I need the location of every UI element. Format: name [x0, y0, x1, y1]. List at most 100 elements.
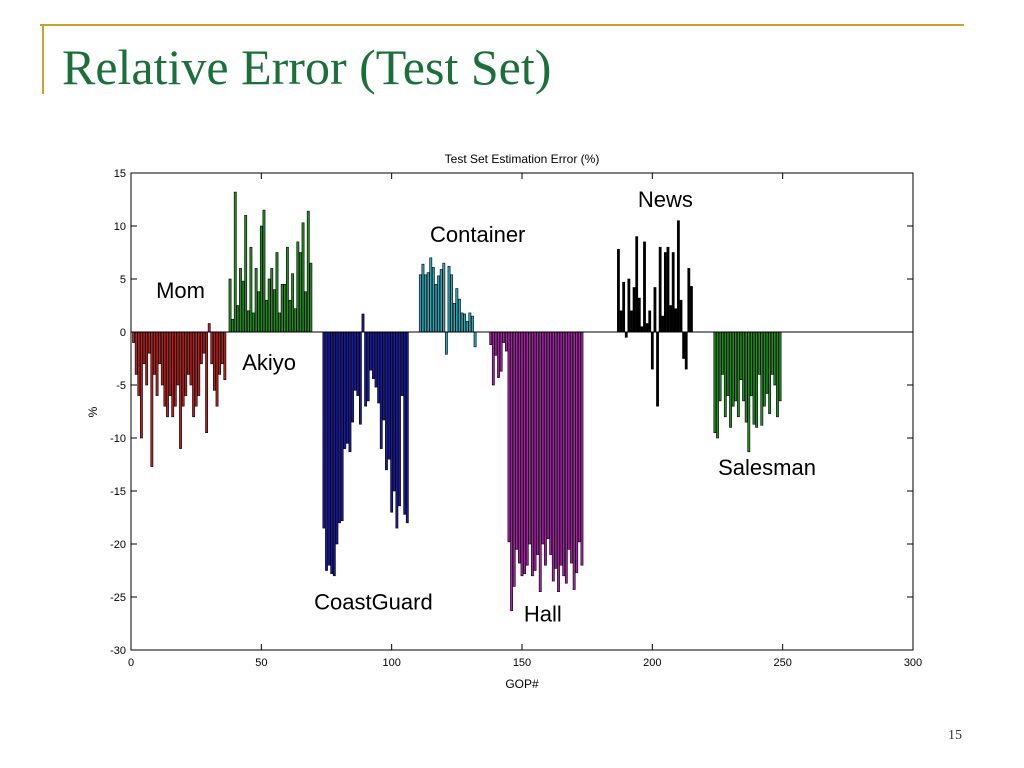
- bar-hall-146: [510, 331, 513, 612]
- bar-mom-5: [142, 331, 146, 365]
- bar-news-187: [617, 249, 620, 333]
- bar-hall-166: [562, 331, 566, 577]
- bar-coastguard-93: [372, 331, 375, 379]
- bar-coastguard-104: [400, 331, 404, 396]
- bar-coastguard-78: [332, 331, 336, 577]
- bar-container-119: [439, 269, 443, 333]
- bar-news-208: [671, 252, 675, 333]
- bar-mom-21: [184, 331, 188, 396]
- bar-coastguard-80: [338, 331, 341, 524]
- bar-hall-164: [557, 331, 560, 593]
- bar-mom-6: [145, 331, 149, 386]
- bar-coastguard-94: [374, 331, 378, 388]
- y-tick-label: -30: [110, 645, 126, 657]
- top-accent-rule: [40, 24, 964, 26]
- bar-mom-17: [173, 331, 177, 407]
- bar-news-212: [682, 331, 686, 359]
- bar-news-199: [648, 310, 652, 333]
- bar-salesman-229: [726, 331, 730, 396]
- bar-akiyo-67: [304, 291, 308, 333]
- bar-container-127: [460, 312, 464, 333]
- bar-coastguard-102: [395, 331, 399, 529]
- bar-coastguard-83: [345, 331, 349, 444]
- y-tick-label: -5: [116, 380, 126, 392]
- y-tick-label: -20: [110, 539, 126, 551]
- slide-title: Relative Error (Test Set): [62, 39, 552, 95]
- bar-salesman-248: [776, 331, 779, 418]
- bar-akiyo-56: [275, 252, 279, 333]
- bar-news-202: [656, 331, 659, 407]
- bar-coastguard-85: [351, 331, 354, 423]
- bar-news-206: [666, 246, 670, 333]
- bar-salesman-249: [778, 331, 782, 402]
- bar-akiyo-68: [306, 210, 310, 333]
- bar-hall-167: [564, 331, 568, 584]
- bar-mom-4: [140, 331, 143, 439]
- bar-news-205: [663, 252, 667, 333]
- bar-akiyo-38: [228, 278, 232, 333]
- bar-news-201: [653, 287, 657, 333]
- bar-container-123: [450, 274, 454, 333]
- bar-mom-1: [132, 331, 135, 343]
- bar-hall-165: [559, 331, 563, 566]
- bar-hall-150: [520, 331, 524, 577]
- bar-salesman-237: [747, 331, 751, 453]
- bar-coastguard-99: [387, 331, 391, 460]
- bar-akiyo-48: [254, 268, 258, 333]
- bar-container-131: [471, 315, 474, 333]
- bar-news-191: [627, 278, 631, 333]
- bar-salesman-226: [718, 331, 722, 402]
- bar-container-132: [473, 331, 477, 348]
- bar-mom-2: [134, 331, 138, 375]
- bar-hall-154: [531, 331, 534, 577]
- x-tick-label: 100: [382, 657, 400, 669]
- y-tick-label: -25: [110, 592, 126, 604]
- bar-mom-19: [179, 331, 182, 449]
- bar-news-197: [643, 241, 646, 333]
- x-tick-label: 50: [255, 657, 267, 669]
- annotation-news: News: [638, 187, 693, 212]
- bar-hall-145: [507, 331, 511, 543]
- bar-coastguard-75: [325, 331, 328, 571]
- bar-akiyo-47: [252, 312, 255, 333]
- bar-news-215: [690, 286, 693, 333]
- bar-hall-170: [572, 331, 576, 590]
- bar-hall-172: [577, 331, 581, 543]
- bar-akiyo-59: [283, 283, 287, 333]
- bar-hall-163: [554, 331, 558, 569]
- bar-container-128: [463, 313, 467, 333]
- bar-mom-25: [194, 331, 198, 407]
- bar-coastguard-82: [343, 331, 347, 449]
- label-layer: Mom Akiyo CoastGuard Container Hall News Sales…: [156, 187, 816, 626]
- bar-hall-151: [523, 331, 527, 574]
- bar-news-196: [640, 326, 644, 333]
- bar-hall-160: [546, 331, 550, 539]
- bar-salesman-232: [734, 331, 738, 402]
- bar-akiyo-43: [241, 280, 245, 333]
- bar-hall-171: [575, 331, 579, 573]
- bar-mom-28: [202, 331, 206, 354]
- bar-coastguard-101: [392, 331, 396, 492]
- bar-hall-157: [538, 331, 542, 593]
- bar-akiyo-51: [262, 209, 266, 333]
- bar-news-204: [661, 315, 665, 333]
- bar-mom-11: [158, 331, 162, 365]
- bar-salesman-238: [749, 331, 753, 396]
- bar-mom-15: [168, 331, 172, 396]
- bar-salesman-225: [716, 331, 719, 439]
- bar-mom-30: [207, 323, 211, 333]
- bar-hall-169: [570, 331, 573, 564]
- bar-container-129: [465, 321, 469, 333]
- bar-hall-148: [515, 331, 519, 550]
- bar-akiyo-57: [278, 312, 281, 333]
- bar-akiyo-45: [246, 310, 250, 333]
- bar-coastguard-79: [335, 331, 339, 545]
- bar-akiyo-40: [233, 191, 237, 333]
- bar-coastguard-105: [403, 331, 407, 515]
- bar-akiyo-54: [270, 268, 274, 333]
- bar-mom-33: [215, 331, 219, 407]
- bar-hall-159: [544, 331, 547, 566]
- bar-coastguard-77: [330, 331, 334, 574]
- bar-hall-149: [517, 331, 521, 564]
- bar-salesman-231: [731, 331, 735, 407]
